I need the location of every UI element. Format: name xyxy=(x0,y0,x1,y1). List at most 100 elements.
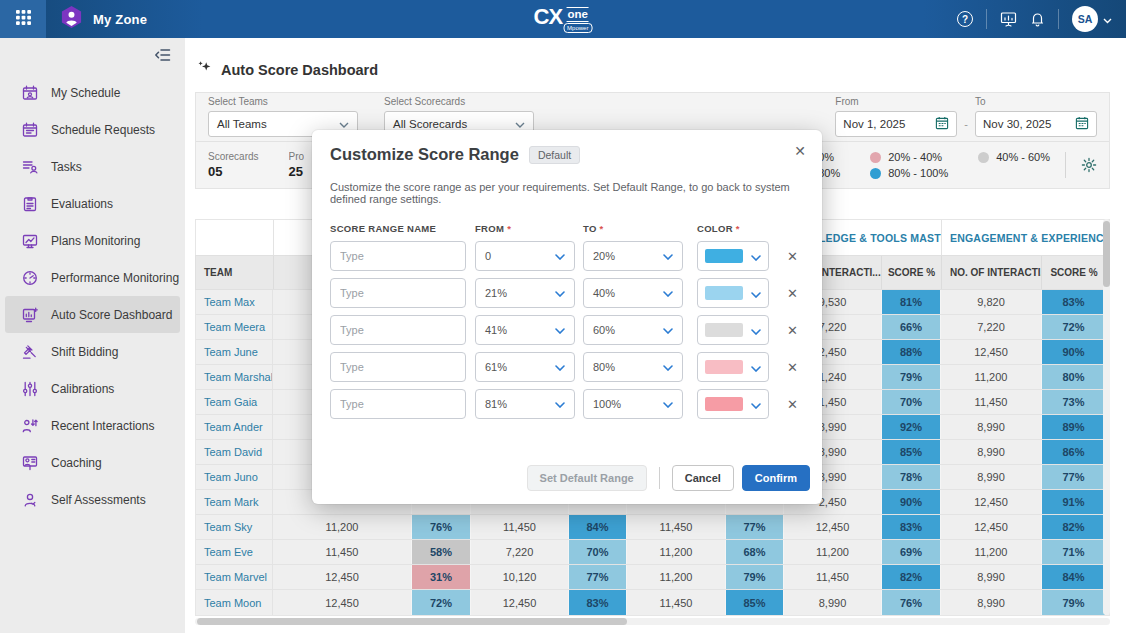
horizontal-scrollbar-thumb[interactable] xyxy=(197,618,627,625)
range-name-input[interactable] xyxy=(330,389,466,419)
app-switcher[interactable]: My Zone xyxy=(60,5,147,34)
from-label: From xyxy=(835,96,957,107)
remove-row-icon[interactable]: ✕ xyxy=(783,284,802,303)
sidebar-item-my-schedule[interactable]: My Schedule xyxy=(5,74,180,111)
interactions-cell: 11,450 xyxy=(471,515,568,539)
team-link[interactable]: Team Sky xyxy=(196,515,273,539)
sidebar-item-coaching[interactable]: Coaching xyxy=(5,444,180,481)
sidebar-item-self-assessments[interactable]: Self Assessments xyxy=(5,481,180,518)
team-link[interactable]: Team Max xyxy=(196,290,273,314)
to-select[interactable]: 100% xyxy=(583,389,683,419)
from-select[interactable]: 81% xyxy=(475,389,575,419)
sidebar-item-label: Evaluations xyxy=(51,197,113,211)
score-cell: 85% xyxy=(725,590,784,615)
color-select[interactable] xyxy=(697,241,769,271)
chevron-down-icon xyxy=(663,287,673,299)
evaluations-icon xyxy=(22,196,38,212)
from-select[interactable]: 61% xyxy=(475,352,575,382)
score-cell: 78% xyxy=(881,465,941,489)
user-menu[interactable]: SA xyxy=(1072,6,1112,32)
interactions-cell: 8,990 xyxy=(941,440,1041,464)
topbar-separator xyxy=(986,9,987,29)
team-link[interactable]: Team Eve xyxy=(196,540,273,564)
team-link[interactable]: Team Juno xyxy=(196,465,273,489)
from-date-field[interactable]: Nov 1, 2025 xyxy=(835,111,957,137)
plans-monitoring-icon xyxy=(22,233,38,249)
sidebar-item-shift-bidding[interactable]: Shift Bidding xyxy=(5,333,180,370)
sidebar-item-evaluations[interactable]: Evaluations xyxy=(5,185,180,222)
presentation-icon[interactable] xyxy=(1000,11,1017,27)
team-link[interactable]: Team Ander xyxy=(196,415,273,439)
team-link[interactable]: Team Meera xyxy=(196,315,273,339)
interactions-cell: 12,450 xyxy=(941,490,1041,514)
range-name-input[interactable] xyxy=(330,278,466,308)
score-cell: 81% xyxy=(881,290,941,314)
customize-score-range-modal: Customize Score Range Default ✕ Customiz… xyxy=(312,130,822,504)
to-select[interactable]: 80% xyxy=(583,352,683,382)
team-link[interactable]: Team Marshall xyxy=(196,365,273,389)
color-swatch xyxy=(705,397,743,411)
range-name-input[interactable] xyxy=(330,315,466,345)
remove-row-icon[interactable]: ✕ xyxy=(783,247,802,266)
interactions-cell: 9,820 xyxy=(941,290,1041,314)
confirm-button[interactable]: Confirm xyxy=(742,465,810,491)
gear-icon[interactable] xyxy=(1081,157,1097,173)
color-select[interactable] xyxy=(697,352,769,382)
sidebar-item-calibrations[interactable]: Calibrations xyxy=(5,370,180,407)
to-select[interactable]: 40% xyxy=(583,278,683,308)
sidebar-item-label: Coaching xyxy=(51,456,102,470)
team-link[interactable]: Team Marvel xyxy=(196,565,273,589)
range-name-input[interactable] xyxy=(330,352,466,382)
range-name-input[interactable] xyxy=(330,241,466,271)
from-select[interactable]: 41% xyxy=(475,315,575,345)
from-select[interactable]: 0 xyxy=(475,241,575,271)
app-launcher-button[interactable] xyxy=(0,0,46,38)
footer-divider xyxy=(659,467,660,489)
score-cell: 86% xyxy=(1041,440,1106,464)
score-range-rows: 0 20% ✕ 21% 40% ✕ 41% 60% ✕ 61% 80% ✕ 81% 100% ✕ xyxy=(330,241,804,419)
chevron-down-icon xyxy=(663,250,673,262)
help-icon[interactable]: ? xyxy=(957,11,973,27)
to-select[interactable]: 60% xyxy=(583,315,683,345)
vertical-scrollbar-thumb[interactable] xyxy=(1103,221,1110,287)
team-link[interactable]: Team June xyxy=(196,340,273,364)
color-select[interactable] xyxy=(697,315,769,345)
sidebar-item-schedule-requests[interactable]: Schedule Requests xyxy=(5,111,180,148)
color-select[interactable] xyxy=(697,278,769,308)
team-column-header: TEAM xyxy=(196,256,273,289)
notifications-bell-icon[interactable] xyxy=(1030,11,1045,27)
sidebar-item-label: Plans Monitoring xyxy=(51,234,140,248)
close-icon[interactable]: ✕ xyxy=(794,144,806,158)
date-range-separator: - xyxy=(964,118,968,137)
to-select[interactable]: 20% xyxy=(583,241,683,271)
logo-one: one xyxy=(567,7,589,22)
score-cell: 77% xyxy=(1041,465,1106,489)
sidebar-item-auto-score-dashboard[interactable]: Auto Score Dashboard xyxy=(5,296,180,333)
cancel-button[interactable]: Cancel xyxy=(672,465,734,491)
sidebar-collapse-button[interactable] xyxy=(0,42,185,74)
score-cell: 76% xyxy=(411,515,471,539)
remove-row-icon[interactable]: ✕ xyxy=(783,358,802,377)
score-cell: 91% xyxy=(1041,490,1106,514)
to-date-field[interactable]: Nov 30, 2025 xyxy=(975,111,1097,137)
team-link[interactable]: Team Mark xyxy=(196,490,273,514)
sidebar-item-tasks[interactable]: Tasks xyxy=(5,148,180,185)
horizontal-scrollbar[interactable] xyxy=(195,618,1110,625)
color-select[interactable] xyxy=(697,389,769,419)
to-select-value: 40% xyxy=(593,287,615,299)
team-link[interactable]: Team David xyxy=(196,440,273,464)
sidebar-item-performance-monitoring[interactable]: Performance Monitoring xyxy=(5,259,180,296)
team-link[interactable]: Team Moon xyxy=(196,590,273,615)
sidebar-item-recent-interactions[interactable]: Recent Interactions xyxy=(5,407,180,444)
sidebar-item-plans-monitoring[interactable]: Plans Monitoring xyxy=(5,222,180,259)
score-cell: 79% xyxy=(1041,590,1106,615)
tasks-icon xyxy=(22,159,38,175)
team-link[interactable]: Team Gaia xyxy=(196,390,273,414)
vertical-scrollbar[interactable] xyxy=(1103,219,1110,615)
remove-row-icon[interactable]: ✕ xyxy=(783,321,802,340)
remove-row-icon[interactable]: ✕ xyxy=(783,395,802,414)
from-select[interactable]: 21% xyxy=(475,278,575,308)
calibrations-icon xyxy=(22,381,38,397)
set-default-range-button[interactable]: Set Default Range xyxy=(527,465,647,491)
color-swatch xyxy=(705,323,743,337)
